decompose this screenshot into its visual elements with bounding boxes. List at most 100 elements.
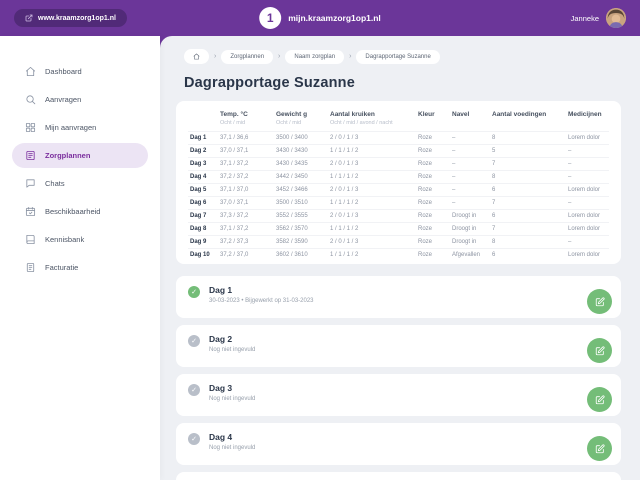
header-voedingen: Aantal voedingen [492,111,547,118]
day-card[interactable]: ✓ Dag 2 Nog niet ingevuld [176,325,621,367]
breadcrumb-current[interactable]: Dagrapportage Suzanne [356,49,440,64]
breadcrumb: › Zorgplannen › Naam zorgplan › Dagrappo… [184,49,621,64]
cell-voedingen: 7 [490,157,566,171]
cell-gewicht: 3562 / 3570 [274,222,328,236]
cell-navel: – [450,170,490,184]
day-card-title: Dag 4 [209,432,233,442]
table-row: Dag 10 37,2 / 37,0 3602 / 3610 1 / 1 / 1… [188,248,609,261]
day-card-title: Dag 3 [209,383,233,393]
book-icon [26,234,35,245]
sidebar-item-facturatie[interactable]: Facturatie [12,255,148,280]
cell-medicijnen: – [566,196,609,210]
cell-kleur: Roze [416,209,450,223]
breadcrumb-zorgplannen[interactable]: Zorgplannen [221,49,274,64]
cell-kruiken: 2 / 0 / 1 / 3 [328,183,416,197]
cell-day: Dag 3 [188,157,218,171]
cell-navel: Droogt in [450,209,490,223]
care-plan-icon [26,150,35,161]
edit-day-button[interactable] [587,289,612,314]
table-row: Dag 2 37,0 / 37,1 3430 / 3430 1 / 1 / 1 … [188,144,609,158]
cell-medicijnen: Lorem dolor [566,248,609,261]
day-card[interactable]: ✓ Dag 1 30-03-2023 • Bijgewerkt op 31-03… [176,276,621,318]
cell-voedingen: 8 [490,131,566,145]
cell-kruiken: 1 / 1 / 1 / 2 [328,144,416,158]
cell-gewicht: 3602 / 3610 [274,248,328,261]
edit-icon [595,296,605,306]
sidebar-item-dashboard[interactable]: Dashboard [12,59,148,84]
check-icon: ✓ [188,384,200,396]
chevron-right-icon: › [278,53,281,60]
header-medicijnen: Medicijnen [568,111,602,118]
cell-day: Dag 7 [188,209,218,223]
cell-temp: 37,3 / 37,2 [218,209,274,223]
sidebar-item-zorgplannen[interactable]: Zorgplannen [12,143,148,168]
edit-day-button[interactable] [587,387,612,412]
day-card[interactable]: ✓ Dag 5 Nog niet ingevuld [176,472,621,480]
cell-gewicht: 3500 / 3510 [274,196,328,210]
sidebar-item-label: Dashboard [45,67,82,76]
breadcrumb-home[interactable] [184,49,209,64]
sidebar-item-chats[interactable]: Chats [12,171,148,196]
day-card[interactable]: ✓ Dag 4 Nog niet ingevuld [176,423,621,465]
external-link-icon [25,14,33,22]
day-card-text: Dag 4 Nog niet ingevuld [209,432,587,451]
sidebar-item-label: Mijn aanvragen [45,123,97,132]
search-icon [26,95,36,105]
calendar-icon [25,206,36,217]
sidebar-item-aanvragen[interactable]: Aanvragen [12,87,148,112]
cell-day: Dag 4 [188,170,218,184]
cell-voedingen: 7 [490,222,566,236]
sidebar-item-label: Beschikbaarheid [45,207,101,216]
chevron-right-icon: › [214,53,217,60]
user-menu[interactable]: Janneke [571,8,626,28]
day-card-subtitle: Nog niet ingevuld [209,347,256,353]
cell-day: Dag 10 [188,248,218,261]
cell-gewicht: 3430 / 3430 [274,144,328,158]
public-site-button[interactable]: www.kraamzorg1op1.nl [14,9,127,27]
check-icon: ✓ [188,286,200,298]
check-icon: ✓ [188,335,200,347]
edit-day-button[interactable] [587,338,612,363]
sidebar-item-label: Kennisbank [45,235,85,244]
cell-voedingen: 8 [490,235,566,249]
cell-navel: – [450,183,490,197]
cell-voedingen: 6 [490,248,566,261]
day-report-table: Temp. °C Ocht / mid Gewicht g Ocht / mid… [188,108,609,261]
chevron-right-icon: › [349,53,352,60]
day-card-text: Dag 1 30-03-2023 • Bijgewerkt op 31-03-2… [209,285,587,304]
breadcrumb-naam-zorgplan[interactable]: Naam zorgplan [285,49,345,64]
sidebar-item-kennisbank[interactable]: Kennisbank [12,227,148,252]
cell-voedingen: 8 [490,170,566,184]
cell-kleur: Roze [416,157,450,171]
cell-navel: Droogt in [450,222,490,236]
cell-temp: 37,2 / 37,0 [218,248,274,261]
cell-gewicht: 3430 / 3435 [274,157,328,171]
header-navel: Navel [452,111,470,118]
day-card[interactable]: ✓ Dag 3 Nog niet ingevuld [176,374,621,416]
sidebar-item-beschikbaarheid[interactable]: Beschikbaarheid [12,199,148,224]
table-row: Dag 1 37,1 / 36,6 3500 / 3400 2 / 0 / 1 … [188,131,609,145]
cell-kruiken: 2 / 0 / 1 / 3 [328,157,416,171]
sidebar-item-mijn-aanvragen[interactable]: Mijn aanvragen [12,115,148,140]
cell-kleur: Roze [416,248,450,261]
cell-kleur: Roze [416,131,450,145]
cell-kleur: Roze [416,235,450,249]
cell-kruiken: 2 / 0 / 1 / 3 [328,235,416,249]
cell-kruiken: 1 / 1 / 1 / 2 [328,248,416,261]
check-icon: ✓ [188,433,200,445]
table-row: Dag 9 37,2 / 37,3 3582 / 3590 2 / 0 / 1 … [188,235,609,249]
cell-temp: 37,1 / 37,0 [218,183,274,197]
header-temp: Temp. °C Ocht / mid [220,111,248,126]
cell-medicijnen: Lorem dolor [566,131,609,145]
top-bar: www.kraamzorg1op1.nl 1 mijn.kraamzorg1op… [0,0,640,36]
grid-icon [25,122,36,133]
cell-day: Dag 5 [188,183,218,197]
avatar[interactable] [606,8,626,28]
edit-day-button[interactable] [587,436,612,461]
cell-temp: 37,0 / 37,1 [218,144,274,158]
cell-navel: Droogt in [450,235,490,249]
cell-kleur: Roze [416,144,450,158]
table-row: Dag 8 37,1 / 37,2 3562 / 3570 1 / 1 / 1 … [188,222,609,236]
cell-navel: – [450,131,490,145]
